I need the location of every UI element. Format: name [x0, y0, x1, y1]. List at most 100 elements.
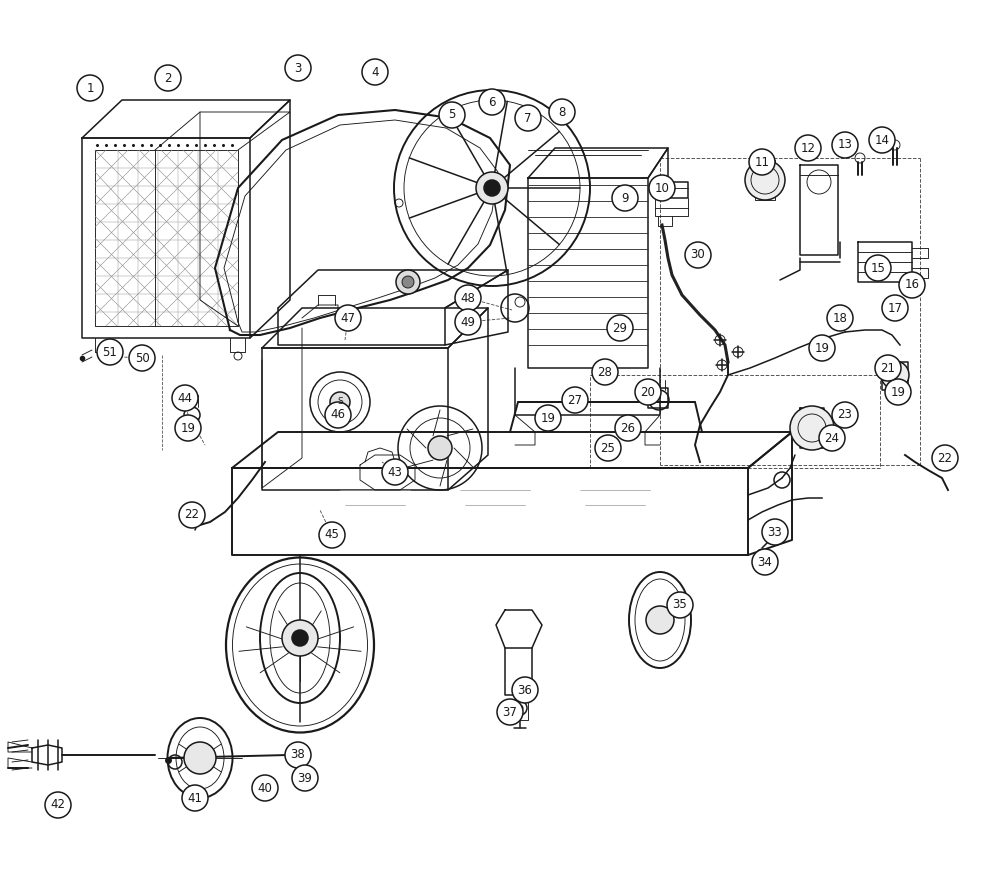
Text: 43: 43 — [388, 466, 402, 479]
Text: 28: 28 — [598, 366, 612, 379]
Circle shape — [899, 272, 925, 298]
Circle shape — [535, 405, 561, 431]
Circle shape — [795, 135, 821, 161]
Circle shape — [752, 549, 778, 575]
Text: 18: 18 — [833, 312, 847, 325]
Text: 22: 22 — [184, 509, 200, 521]
Text: 48: 48 — [461, 291, 475, 304]
Text: 27: 27 — [568, 394, 582, 406]
Circle shape — [932, 445, 958, 471]
Text: 21: 21 — [881, 361, 896, 374]
Circle shape — [179, 502, 205, 528]
Circle shape — [517, 705, 523, 711]
Circle shape — [869, 127, 895, 153]
Circle shape — [615, 415, 641, 441]
Text: 22: 22 — [938, 451, 952, 465]
Text: 41: 41 — [188, 791, 202, 804]
Text: 44: 44 — [178, 391, 192, 404]
Text: 19: 19 — [891, 386, 906, 398]
Circle shape — [484, 180, 500, 196]
Circle shape — [155, 65, 181, 91]
Circle shape — [184, 742, 216, 774]
Circle shape — [819, 425, 845, 451]
Circle shape — [607, 315, 633, 341]
Text: 51: 51 — [103, 345, 117, 358]
Text: 50: 50 — [135, 351, 149, 365]
Circle shape — [77, 75, 103, 101]
Text: 37: 37 — [503, 705, 517, 719]
Circle shape — [649, 175, 675, 201]
Circle shape — [129, 345, 155, 371]
Circle shape — [832, 132, 858, 158]
Circle shape — [325, 402, 351, 428]
Circle shape — [282, 620, 318, 656]
Circle shape — [175, 415, 201, 441]
Text: 36: 36 — [518, 683, 532, 696]
Circle shape — [439, 102, 465, 128]
Text: 19: 19 — [180, 421, 196, 435]
Text: 19: 19 — [540, 412, 556, 425]
Text: 45: 45 — [325, 528, 339, 542]
Circle shape — [335, 305, 361, 331]
Circle shape — [685, 242, 711, 268]
Circle shape — [45, 792, 71, 818]
Text: 9: 9 — [621, 191, 629, 204]
Circle shape — [592, 359, 618, 385]
Text: 40: 40 — [258, 781, 272, 795]
Circle shape — [382, 459, 408, 485]
Circle shape — [809, 335, 835, 361]
Text: 6: 6 — [488, 96, 496, 109]
Circle shape — [362, 59, 388, 85]
Text: 25: 25 — [601, 442, 615, 455]
Circle shape — [292, 630, 308, 646]
Circle shape — [832, 402, 858, 428]
Circle shape — [172, 385, 198, 411]
Circle shape — [182, 785, 208, 811]
Circle shape — [476, 172, 508, 204]
Circle shape — [882, 295, 908, 321]
Text: 16: 16 — [904, 279, 920, 291]
Circle shape — [396, 270, 420, 294]
Text: 17: 17 — [888, 302, 902, 314]
Text: 35: 35 — [673, 598, 687, 612]
Text: 20: 20 — [641, 386, 655, 398]
Circle shape — [881, 361, 909, 389]
Circle shape — [885, 379, 911, 405]
Text: 3: 3 — [294, 61, 302, 74]
Text: 12: 12 — [800, 142, 816, 155]
Circle shape — [330, 392, 350, 412]
Text: S: S — [337, 397, 343, 406]
Circle shape — [285, 742, 311, 768]
Circle shape — [635, 379, 661, 405]
Text: 23: 23 — [838, 409, 852, 421]
Text: 7: 7 — [524, 112, 532, 125]
Text: 34: 34 — [758, 556, 772, 568]
Text: 47: 47 — [340, 312, 356, 325]
Circle shape — [455, 285, 481, 311]
Circle shape — [790, 406, 834, 450]
Text: 13: 13 — [838, 138, 852, 151]
Circle shape — [667, 592, 693, 618]
Circle shape — [479, 89, 505, 115]
Text: 38: 38 — [291, 749, 305, 761]
Text: 29: 29 — [612, 321, 628, 335]
Circle shape — [402, 276, 414, 288]
Text: 8: 8 — [558, 105, 566, 119]
Text: 4: 4 — [371, 65, 379, 79]
Text: 19: 19 — [814, 342, 830, 355]
Circle shape — [875, 355, 901, 381]
Text: 24: 24 — [824, 432, 840, 444]
Circle shape — [292, 765, 318, 791]
Text: 2: 2 — [164, 72, 172, 84]
Circle shape — [749, 149, 775, 175]
Text: 33: 33 — [768, 526, 782, 538]
Circle shape — [515, 105, 541, 131]
Circle shape — [762, 519, 788, 545]
Circle shape — [865, 255, 891, 281]
Circle shape — [549, 99, 575, 125]
Text: 15: 15 — [871, 261, 885, 274]
Circle shape — [827, 305, 853, 331]
Circle shape — [319, 522, 345, 548]
Circle shape — [497, 699, 523, 725]
Text: 49: 49 — [460, 315, 476, 328]
